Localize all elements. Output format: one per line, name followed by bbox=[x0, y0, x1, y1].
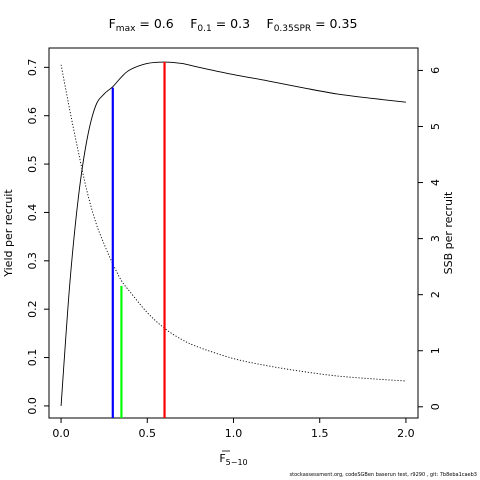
plot-frame bbox=[48, 47, 419, 419]
x-tick-label: 0.0 bbox=[52, 427, 70, 440]
y-left-tick-label: 0.7 bbox=[26, 59, 39, 77]
y-left-tick-label: 0.4 bbox=[26, 204, 39, 222]
y-right-tick-label: 4 bbox=[429, 179, 442, 186]
x-tick-label: 2.0 bbox=[397, 427, 415, 440]
x-axis-label: F5−10 bbox=[219, 452, 247, 467]
y-right-tick-label: 5 bbox=[429, 123, 442, 130]
y-right-tick-label: 0 bbox=[429, 403, 442, 410]
y-left-tick-label: 0.0 bbox=[26, 397, 39, 415]
y-left-tick-label: 0.1 bbox=[26, 349, 39, 367]
y-right-tick-label: 1 bbox=[429, 347, 442, 354]
y-right-tick-label: 2 bbox=[429, 291, 442, 298]
y-left-axis-label: Yield per recruit bbox=[2, 189, 15, 278]
y-left-tick-label: 0.6 bbox=[26, 107, 39, 125]
y-left-tick-label: 0.2 bbox=[26, 300, 39, 318]
y-left-tick-label: 0.3 bbox=[26, 252, 39, 270]
y-left-tick-label: 0.5 bbox=[26, 155, 39, 173]
x-tick-label: 1.0 bbox=[225, 427, 243, 440]
yield-per-recruit-line bbox=[60, 61, 406, 406]
x-tick-label: 1.5 bbox=[311, 427, 329, 440]
chart-title: Fmax = 0.6 F0.1 = 0.3 F0.35SPR = 0.35 bbox=[109, 16, 358, 34]
footer-note: stockassessment.org, codeSGBen baserun t… bbox=[289, 472, 477, 478]
y-right-tick-label: 6 bbox=[429, 67, 442, 74]
y-right-tick-label: 3 bbox=[429, 235, 442, 242]
x-tick-label: 0.5 bbox=[139, 427, 157, 440]
ssb-per-recruit-line bbox=[60, 64, 406, 382]
y-right-axis-label: SSB per recruit bbox=[442, 191, 455, 274]
